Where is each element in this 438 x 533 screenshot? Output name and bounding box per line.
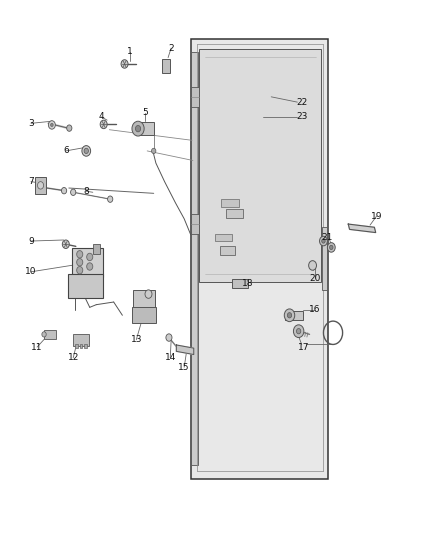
Circle shape [166, 334, 172, 341]
FancyBboxPatch shape [44, 330, 56, 338]
Text: 22: 22 [296, 98, 307, 107]
Text: 2: 2 [168, 44, 174, 53]
FancyBboxPatch shape [136, 122, 154, 135]
Text: 9: 9 [28, 237, 34, 246]
FancyBboxPatch shape [285, 311, 303, 320]
FancyBboxPatch shape [215, 233, 232, 241]
Circle shape [82, 146, 91, 156]
Text: 18: 18 [241, 279, 253, 288]
Text: 12: 12 [67, 353, 79, 362]
Circle shape [322, 239, 325, 243]
Text: 17: 17 [298, 343, 310, 352]
Text: 7: 7 [28, 177, 34, 186]
Circle shape [329, 245, 333, 249]
Circle shape [62, 240, 69, 248]
Circle shape [297, 328, 301, 334]
Text: 20: 20 [309, 273, 321, 282]
Circle shape [284, 309, 295, 321]
Circle shape [71, 189, 76, 196]
FancyBboxPatch shape [221, 199, 239, 207]
Circle shape [121, 60, 128, 68]
Circle shape [50, 123, 53, 126]
Text: 23: 23 [296, 112, 307, 122]
Polygon shape [199, 49, 321, 282]
Polygon shape [348, 224, 376, 232]
Circle shape [48, 120, 55, 129]
FancyBboxPatch shape [93, 244, 99, 254]
FancyBboxPatch shape [191, 214, 199, 234]
Circle shape [293, 325, 304, 337]
Circle shape [132, 121, 144, 136]
Circle shape [108, 196, 113, 203]
Circle shape [61, 188, 67, 194]
FancyBboxPatch shape [35, 177, 46, 194]
Text: 3: 3 [28, 119, 34, 128]
FancyBboxPatch shape [132, 308, 156, 323]
Circle shape [42, 332, 46, 337]
Text: 4: 4 [99, 112, 104, 122]
Circle shape [38, 182, 44, 189]
Circle shape [100, 120, 107, 128]
Text: 14: 14 [165, 353, 176, 362]
FancyBboxPatch shape [84, 344, 87, 348]
FancyBboxPatch shape [322, 227, 327, 290]
Circle shape [87, 263, 93, 270]
FancyBboxPatch shape [232, 279, 248, 288]
FancyBboxPatch shape [80, 344, 82, 348]
Circle shape [327, 243, 335, 252]
Circle shape [77, 266, 83, 274]
FancyBboxPatch shape [191, 87, 199, 107]
Text: 5: 5 [142, 108, 148, 117]
FancyBboxPatch shape [162, 59, 170, 74]
FancyBboxPatch shape [75, 344, 78, 348]
FancyBboxPatch shape [67, 274, 103, 298]
Text: 11: 11 [32, 343, 43, 352]
Circle shape [87, 253, 93, 261]
Circle shape [84, 148, 88, 154]
Circle shape [320, 236, 327, 246]
FancyBboxPatch shape [72, 248, 103, 277]
Text: 8: 8 [83, 187, 89, 196]
Polygon shape [191, 38, 328, 479]
Circle shape [145, 290, 152, 298]
Circle shape [287, 313, 292, 318]
Circle shape [77, 259, 83, 266]
Circle shape [135, 125, 141, 132]
FancyBboxPatch shape [191, 52, 198, 465]
Polygon shape [177, 345, 194, 354]
Circle shape [309, 261, 317, 270]
Text: 21: 21 [321, 233, 332, 242]
Text: 6: 6 [63, 147, 69, 156]
FancyBboxPatch shape [220, 246, 235, 255]
FancyBboxPatch shape [133, 290, 155, 314]
Text: 15: 15 [178, 363, 190, 372]
Circle shape [152, 148, 156, 154]
FancyBboxPatch shape [226, 209, 243, 218]
Circle shape [77, 251, 83, 258]
Text: 19: 19 [371, 212, 382, 221]
Text: 13: 13 [131, 335, 142, 344]
Circle shape [67, 125, 72, 131]
Text: 1: 1 [127, 47, 133, 56]
FancyBboxPatch shape [73, 334, 89, 345]
Text: 16: 16 [309, 305, 321, 314]
Text: 10: 10 [25, 268, 37, 276]
